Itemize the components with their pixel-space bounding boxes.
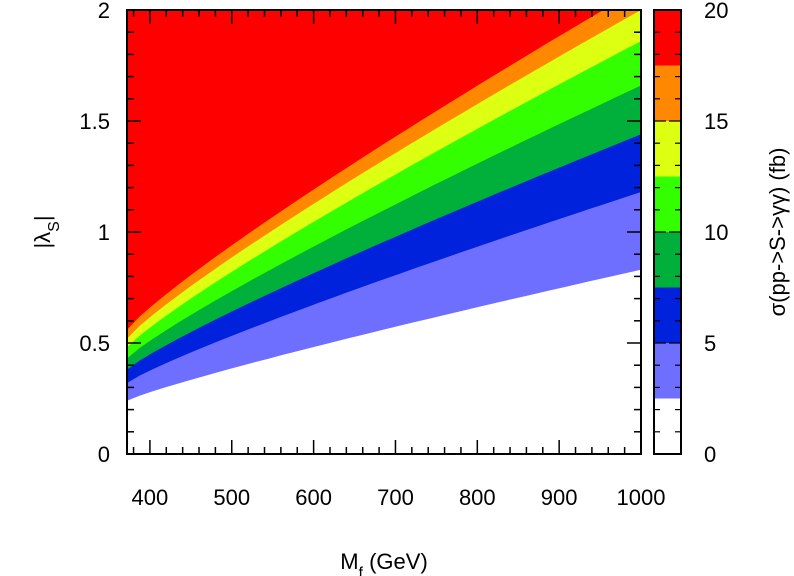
colorbar-frame — [653, 9, 682, 455]
contour-band-17-5 — [127, 10, 604, 330]
colorbar-tick-label: 0 — [704, 442, 716, 467]
colorbar-tick-label: 10 — [704, 220, 728, 245]
colorbar-segment — [654, 232, 681, 288]
plot-frame — [126, 9, 642, 455]
y-tick-label: 1.5 — [79, 109, 110, 134]
y-tick-label: 2 — [98, 0, 110, 23]
y-tick-label: 0.5 — [79, 331, 110, 356]
colorbar-segment — [654, 398, 681, 454]
x-tick-label: 800 — [459, 485, 496, 510]
colorbar-segment — [654, 10, 681, 66]
x-tick-label: 600 — [295, 485, 332, 510]
x-tick-label: 400 — [132, 485, 169, 510]
colorbar-segment — [654, 65, 681, 121]
x-tick-label: 900 — [541, 485, 578, 510]
y-tick-label: 0 — [98, 442, 110, 467]
x-tick-label: 700 — [377, 485, 414, 510]
colorbar-label: σ(pp->S->γγ) (fb) — [765, 148, 790, 317]
y-axis-label: |λS| — [30, 215, 63, 248]
colorbar-segment — [654, 287, 681, 343]
x-tick-label: 500 — [213, 485, 250, 510]
x-tick-label: 1000 — [617, 485, 666, 510]
colorbar-segment — [654, 121, 681, 177]
colorbar-segment — [654, 343, 681, 399]
contour-plot-area — [127, 10, 641, 401]
colorbar-tick-label: 15 — [704, 109, 728, 134]
colorbar — [654, 9, 681, 455]
y-tick-label: 1 — [98, 220, 110, 245]
colorbar-segment — [654, 176, 681, 232]
colorbar-tick-label: 5 — [704, 331, 716, 356]
x-axis-label: Mf (GeV) — [340, 549, 428, 576]
axis-ticks — [127, 9, 642, 455]
colorbar-tick-label: 20 — [704, 0, 728, 23]
